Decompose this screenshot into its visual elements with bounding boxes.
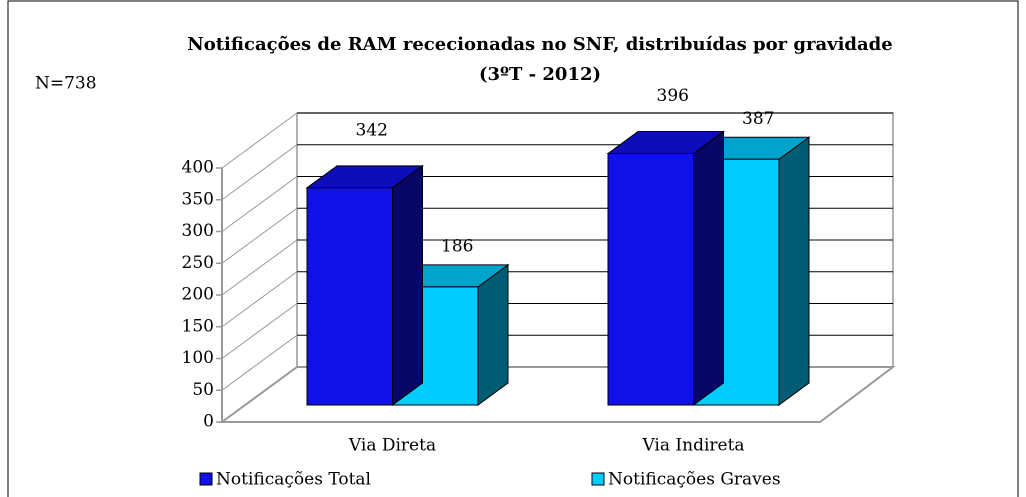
grid-line xyxy=(221,239,298,296)
x-tick-label: Via Indireta xyxy=(641,436,744,456)
data-label: 387 xyxy=(742,109,774,129)
y-tick-label: 50 xyxy=(192,380,214,400)
grid-line xyxy=(221,271,298,328)
legend-swatch xyxy=(199,472,213,486)
bar-side xyxy=(693,130,724,406)
bar xyxy=(306,187,393,406)
data-label: 396 xyxy=(657,86,689,106)
bar-side xyxy=(778,136,810,406)
grid-line xyxy=(221,207,298,264)
grid-line xyxy=(221,112,298,169)
grid-line xyxy=(221,334,298,391)
y-tick-label: 400 xyxy=(182,158,214,178)
y-tick-label: 200 xyxy=(182,285,214,305)
legend-label: Notificações Graves xyxy=(608,470,781,490)
data-label: 342 xyxy=(356,120,388,140)
y-tick-label: 100 xyxy=(182,348,214,368)
chart-title: Notificações de RAM rececionadas no SNF,… xyxy=(187,34,892,55)
bar-side xyxy=(477,263,509,406)
data-label: 186 xyxy=(441,236,473,256)
chart-title: (3ºT - 2012) xyxy=(479,64,601,85)
y-tick-label: 300 xyxy=(182,221,214,241)
legend-swatch xyxy=(591,472,605,486)
y-tick-label: 0 xyxy=(203,412,214,432)
y-tick-label: 350 xyxy=(182,189,214,209)
annotation: N=738 xyxy=(35,74,97,94)
grid-line xyxy=(221,176,298,232)
grid-line xyxy=(221,303,298,359)
bar-side xyxy=(392,164,423,406)
frame xyxy=(7,0,1019,497)
grid-line xyxy=(221,144,298,201)
y-tick-label: 150 xyxy=(182,316,214,336)
legend-label: Notificações Total xyxy=(216,470,371,490)
x-tick-label: Via Direta xyxy=(348,436,436,456)
y-tick-label: 250 xyxy=(182,253,214,273)
bar xyxy=(607,153,694,406)
